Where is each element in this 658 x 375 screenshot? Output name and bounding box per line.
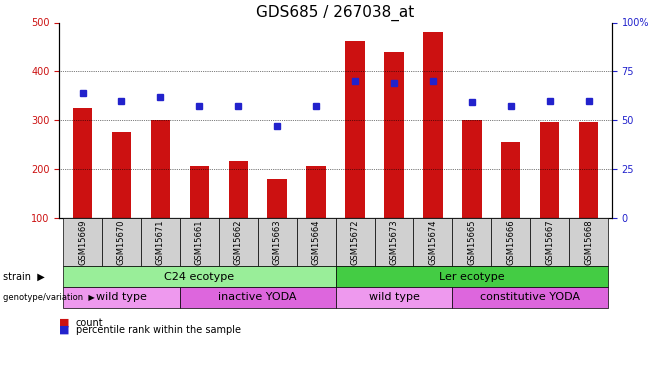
FancyBboxPatch shape: [569, 217, 608, 266]
Bar: [345, 41, 365, 218]
Text: GSM15672: GSM15672: [351, 219, 359, 265]
Bar: [151, 120, 170, 218]
Text: GSM15662: GSM15662: [234, 219, 243, 265]
FancyBboxPatch shape: [336, 217, 374, 266]
FancyBboxPatch shape: [452, 217, 492, 266]
Text: ■: ■: [59, 325, 70, 335]
Text: genotype/variation  ▶: genotype/variation ▶: [3, 292, 95, 302]
Bar: [228, 161, 248, 218]
Text: wild type: wild type: [96, 292, 147, 302]
FancyBboxPatch shape: [63, 266, 336, 287]
FancyBboxPatch shape: [336, 266, 608, 287]
FancyBboxPatch shape: [63, 217, 102, 266]
Text: constitutive YODA: constitutive YODA: [480, 292, 580, 302]
FancyBboxPatch shape: [530, 217, 569, 266]
Text: strain  ▶: strain ▶: [3, 272, 45, 282]
FancyBboxPatch shape: [492, 217, 530, 266]
Text: GSM15661: GSM15661: [195, 219, 204, 265]
FancyBboxPatch shape: [336, 287, 452, 308]
Text: GSM15670: GSM15670: [117, 219, 126, 265]
FancyBboxPatch shape: [413, 217, 452, 266]
Text: GSM15668: GSM15668: [584, 219, 593, 265]
Bar: [112, 132, 131, 218]
Text: Ler ecotype: Ler ecotype: [439, 272, 505, 282]
Text: GSM15664: GSM15664: [312, 219, 320, 265]
Text: inactive YODA: inactive YODA: [218, 292, 297, 302]
Bar: [579, 122, 598, 218]
Text: GSM15663: GSM15663: [272, 219, 282, 265]
Text: wild type: wild type: [368, 292, 419, 302]
FancyBboxPatch shape: [180, 217, 219, 266]
Text: percentile rank within the sample: percentile rank within the sample: [76, 325, 241, 335]
Bar: [73, 108, 92, 218]
FancyBboxPatch shape: [297, 217, 336, 266]
Bar: [384, 52, 404, 217]
FancyBboxPatch shape: [452, 287, 608, 308]
Text: GSM15666: GSM15666: [506, 219, 515, 265]
Bar: [501, 142, 520, 218]
Text: GSM15665: GSM15665: [467, 219, 476, 265]
FancyBboxPatch shape: [374, 217, 413, 266]
Text: ■: ■: [59, 318, 70, 327]
Bar: [540, 122, 559, 218]
Bar: [267, 180, 287, 218]
Text: GSM15673: GSM15673: [390, 219, 399, 265]
FancyBboxPatch shape: [180, 287, 336, 308]
Text: GSM15671: GSM15671: [156, 219, 165, 265]
FancyBboxPatch shape: [258, 217, 297, 266]
Bar: [462, 120, 482, 218]
FancyBboxPatch shape: [63, 287, 180, 308]
FancyBboxPatch shape: [219, 217, 258, 266]
Text: GSM15667: GSM15667: [545, 219, 554, 265]
Text: GSM15674: GSM15674: [428, 219, 438, 265]
FancyBboxPatch shape: [141, 217, 180, 266]
Title: GDS685 / 267038_at: GDS685 / 267038_at: [257, 5, 415, 21]
Bar: [423, 32, 443, 218]
Text: GSM15669: GSM15669: [78, 219, 87, 265]
Bar: [307, 166, 326, 218]
FancyBboxPatch shape: [102, 217, 141, 266]
Text: C24 ecotype: C24 ecotype: [164, 272, 234, 282]
Text: count: count: [76, 318, 103, 327]
Bar: [190, 166, 209, 218]
